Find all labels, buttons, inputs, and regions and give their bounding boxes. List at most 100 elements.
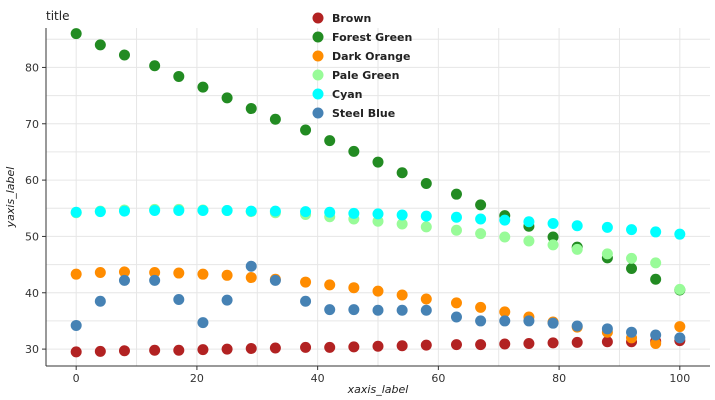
- point-dark-orange: [300, 276, 312, 288]
- x-tick-label: 40: [311, 372, 325, 385]
- point-steel-blue: [197, 317, 209, 329]
- y-tick-label: 80: [25, 61, 39, 74]
- y-tick-label: 70: [25, 118, 39, 131]
- point-brown: [197, 344, 209, 356]
- y-axis-label: yaxis_label: [4, 167, 17, 229]
- point-cyan: [245, 205, 257, 217]
- point-forest-green: [118, 49, 130, 61]
- point-forest-green: [269, 113, 281, 125]
- point-steel-blue: [626, 326, 638, 338]
- legend-marker-brown: [312, 12, 324, 24]
- point-dark-orange: [118, 266, 130, 278]
- point-pale-green: [396, 218, 408, 230]
- point-dark-orange: [420, 293, 432, 305]
- point-forest-green: [372, 156, 384, 168]
- point-brown: [571, 336, 583, 348]
- point-brown: [372, 340, 384, 352]
- point-brown: [601, 336, 613, 348]
- point-pale-green: [475, 228, 487, 240]
- point-forest-green: [348, 145, 360, 157]
- x-tick-label: 80: [552, 372, 566, 385]
- point-brown: [70, 346, 82, 358]
- point-cyan: [269, 205, 281, 217]
- point-dark-orange: [372, 285, 384, 297]
- axes: 0 20 40 60 80 100 30 40 50 60 70 80: [25, 28, 710, 385]
- point-cyan: [94, 206, 106, 218]
- point-dark-orange: [348, 282, 360, 294]
- point-brown: [420, 339, 432, 351]
- x-tick-label: 20: [190, 372, 204, 385]
- point-steel-blue: [499, 315, 511, 327]
- point-forest-green: [626, 263, 638, 275]
- chart-title: title: [46, 9, 69, 23]
- point-brown: [269, 342, 281, 354]
- point-steel-blue: [674, 332, 686, 344]
- point-brown: [94, 345, 106, 357]
- legend-label-forest-green: Forest Green: [332, 31, 412, 44]
- point-brown: [499, 338, 511, 350]
- point-forest-green: [324, 135, 336, 147]
- legend-marker-pale-green: [312, 69, 324, 81]
- legend-label-cyan: Cyan: [332, 88, 363, 101]
- point-forest-green: [420, 177, 432, 189]
- point-cyan: [70, 206, 82, 218]
- point-dark-orange: [450, 297, 462, 309]
- point-brown: [173, 344, 185, 356]
- point-cyan: [475, 213, 487, 225]
- point-pale-green: [547, 239, 559, 251]
- point-steel-blue: [70, 319, 82, 331]
- legend-label-steel-blue: Steel Blue: [332, 107, 395, 120]
- legend-label-dark-orange: Dark Orange: [332, 50, 411, 63]
- point-pale-green: [420, 221, 432, 233]
- y-tick-label: 60: [25, 174, 39, 187]
- point-dark-orange: [94, 266, 106, 278]
- point-cyan: [348, 207, 360, 219]
- point-steel-blue: [94, 295, 106, 307]
- point-cyan: [324, 206, 336, 218]
- legend-marker-steel-blue: [312, 107, 324, 119]
- x-tick-label: 0: [73, 372, 80, 385]
- point-steel-blue: [547, 317, 559, 329]
- point-cyan: [221, 205, 233, 217]
- point-brown: [149, 344, 161, 356]
- point-forest-green: [650, 273, 662, 285]
- point-steel-blue: [396, 304, 408, 316]
- point-cyan: [571, 220, 583, 232]
- point-dark-orange: [197, 268, 209, 280]
- point-forest-green: [450, 188, 462, 200]
- point-cyan: [601, 221, 613, 233]
- point-brown: [348, 341, 360, 353]
- point-steel-blue: [348, 304, 360, 316]
- point-pale-green: [650, 257, 662, 269]
- legend-marker-cyan: [312, 88, 324, 100]
- legend-label-pale-green: Pale Green: [332, 69, 399, 82]
- legend-marker-forest-green: [312, 31, 324, 43]
- point-dark-orange: [499, 306, 511, 318]
- point-cyan: [547, 217, 559, 229]
- point-steel-blue: [269, 274, 281, 286]
- point-steel-blue: [324, 304, 336, 316]
- point-steel-blue: [420, 304, 432, 316]
- point-cyan: [523, 216, 535, 228]
- point-forest-green: [221, 92, 233, 104]
- data-points: [70, 28, 686, 358]
- point-cyan: [396, 209, 408, 221]
- point-forest-green: [149, 60, 161, 72]
- point-dark-orange: [173, 267, 185, 279]
- point-forest-green: [396, 167, 408, 179]
- point-dark-orange: [475, 301, 487, 313]
- point-forest-green: [475, 199, 487, 211]
- point-brown: [300, 341, 312, 353]
- legend: Brown Forest Green Dark Orange Pale Green Cy…: [312, 12, 412, 120]
- point-steel-blue: [475, 315, 487, 327]
- point-forest-green: [173, 70, 185, 82]
- y-tick-label: 40: [25, 287, 39, 300]
- point-brown: [450, 339, 462, 351]
- point-forest-green: [197, 81, 209, 93]
- x-tick-label: 100: [669, 372, 690, 385]
- point-cyan: [650, 226, 662, 238]
- point-dark-orange: [149, 266, 161, 278]
- point-steel-blue: [601, 323, 613, 335]
- x-axis-label: xaxis_label: [347, 383, 409, 396]
